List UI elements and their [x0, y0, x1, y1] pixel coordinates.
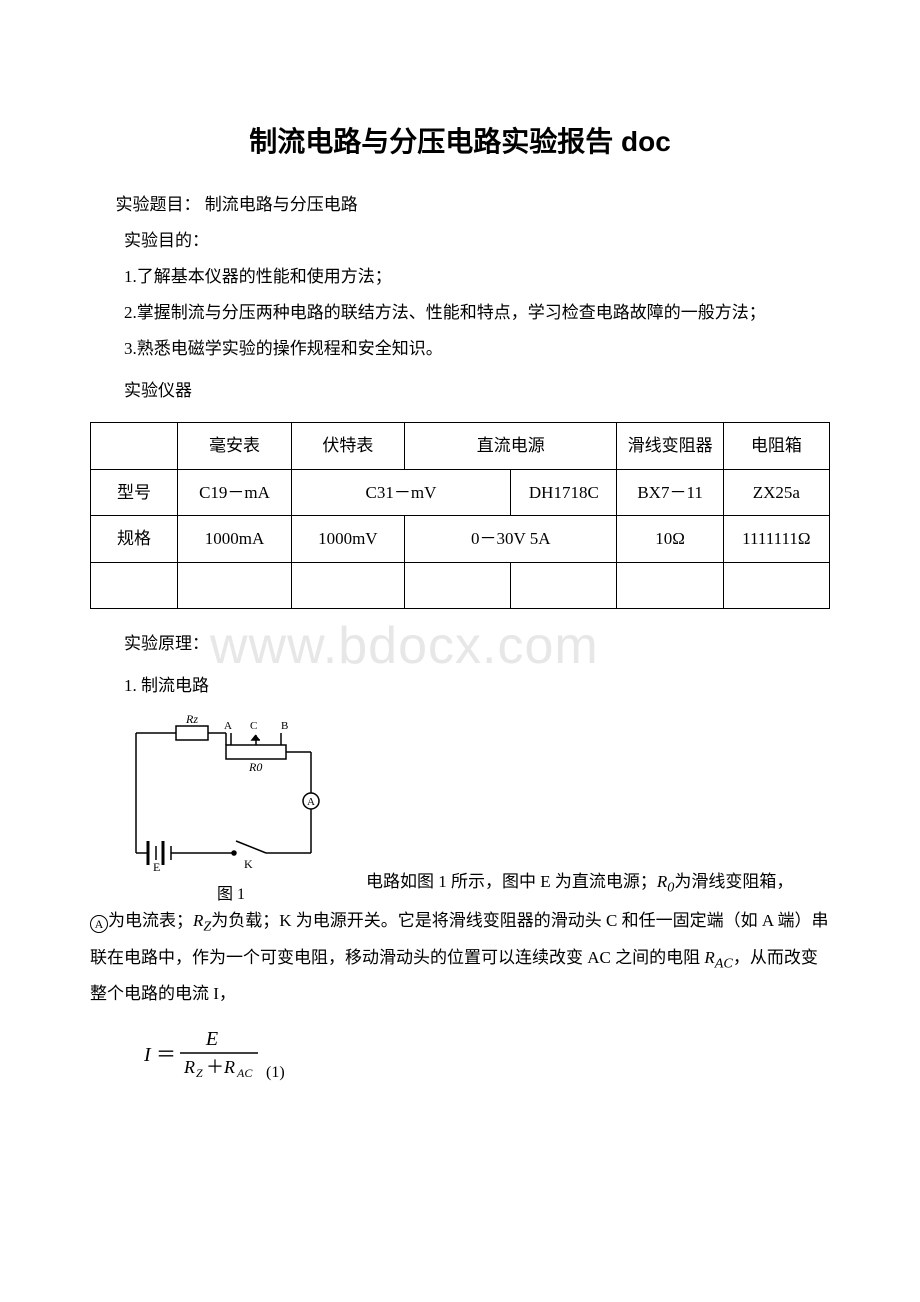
document-title: 制流电路与分压电路实验报告 doc	[90, 120, 830, 160]
formula-lhs: I	[143, 1044, 152, 1066]
table-cell: 规格	[91, 516, 178, 563]
circuit-diagram: Rz A C B R0 A E K	[116, 713, 336, 873]
intro-text-1: 电路如图 1 所示，图中 E 为直流电源；	[366, 872, 657, 891]
table-cell	[511, 562, 617, 609]
circuit-label-rz: Rz	[185, 713, 198, 726]
purpose-heading: 实验目的：	[90, 224, 830, 258]
experiment-topic: 实验题目： 制流电路与分压电路	[90, 188, 830, 222]
section-1-heading: 1. 制流电路	[90, 669, 830, 703]
table-row: 型号 C19－mA C31－mV DH1718C BX7－11 ZX25a	[91, 469, 830, 516]
table-cell: 10Ω	[617, 516, 723, 563]
formula-den-rz: R	[183, 1057, 195, 1077]
circuit-label-a: A	[224, 720, 232, 732]
circuit-label-k: K	[244, 857, 253, 871]
formula-equals: ＝	[156, 1044, 176, 1066]
formula-den-rz-sub: Z	[196, 1066, 203, 1080]
purpose-item-3: 3.熟悉电磁学实验的操作规程和安全知识。	[90, 332, 830, 366]
table-cell: 电阻箱	[723, 423, 829, 470]
ammeter-icon: A	[90, 915, 108, 933]
table-cell: C19－mA	[178, 469, 291, 516]
purpose-item-2: 2.掌握制流与分压两种电路的联结方法、性能和特点，学习检查电路故障的一般方法；	[90, 296, 830, 330]
symbol-rz: RZ	[193, 911, 211, 930]
circuit-label-b: B	[281, 720, 288, 732]
table-cell	[617, 562, 723, 609]
table-cell: C31－mV	[291, 469, 511, 516]
table-cell	[405, 562, 511, 609]
table-cell: 伏特表	[291, 423, 404, 470]
table-header-row: 毫安表 伏特表 直流电源 滑线变阻器 电阻箱	[91, 423, 830, 470]
figure-caption: 图 1	[116, 880, 346, 904]
formula-eqnum: (1)	[266, 1064, 285, 1081]
table-cell: 1000mA	[178, 516, 291, 563]
circuit-label-e: E	[153, 860, 160, 873]
symbol-rac: RAC	[704, 948, 732, 967]
purpose-item-1: 1.了解基本仪器的性能和使用方法；	[90, 260, 830, 294]
intro-text-2: 为滑线变阻箱，	[674, 872, 793, 891]
table-cell: ZX25a	[723, 469, 829, 516]
table-cell: 1000mV	[291, 516, 404, 563]
table-cell: 1111111Ω	[723, 516, 829, 563]
table-cell	[91, 562, 178, 609]
formula-den-rac-sub: AC	[236, 1066, 253, 1080]
formula-1: I ＝ E R Z ＋ R AC (1)	[140, 1025, 830, 1090]
table-cell: BX7－11	[617, 469, 723, 516]
table-cell	[723, 562, 829, 609]
para-text-1: 为电流表；	[108, 911, 193, 930]
table-cell: 型号	[91, 469, 178, 516]
circuit-ammeter-icon: A	[307, 796, 315, 808]
formula-plus: ＋	[206, 1057, 224, 1077]
circuit-label-r0: R0	[248, 760, 262, 774]
table-cell: 0－30V 5A	[405, 516, 617, 563]
table-row	[91, 562, 830, 609]
table-cell	[178, 562, 291, 609]
table-cell	[91, 423, 178, 470]
table-cell	[291, 562, 404, 609]
table-cell: 直流电源	[405, 423, 617, 470]
formula-numerator: E	[205, 1028, 218, 1050]
table-row: 规格 1000mA 1000mV 0－30V 5A 10Ω 1111111Ω	[91, 516, 830, 563]
formula-den-rac: R	[223, 1057, 235, 1077]
table-cell: 毫安表	[178, 423, 291, 470]
circuit-label-c: C	[250, 720, 257, 732]
table-cell: 滑线变阻器	[617, 423, 723, 470]
instrument-table: 毫安表 伏特表 直流电源 滑线变阻器 电阻箱 型号 C19－mA C31－mV …	[90, 422, 830, 609]
symbol-r0: R0	[657, 872, 674, 891]
table-cell: DH1718C	[511, 469, 617, 516]
principle-heading: 实验原理：	[90, 627, 830, 661]
instruments-heading: 实验仪器	[90, 374, 830, 408]
